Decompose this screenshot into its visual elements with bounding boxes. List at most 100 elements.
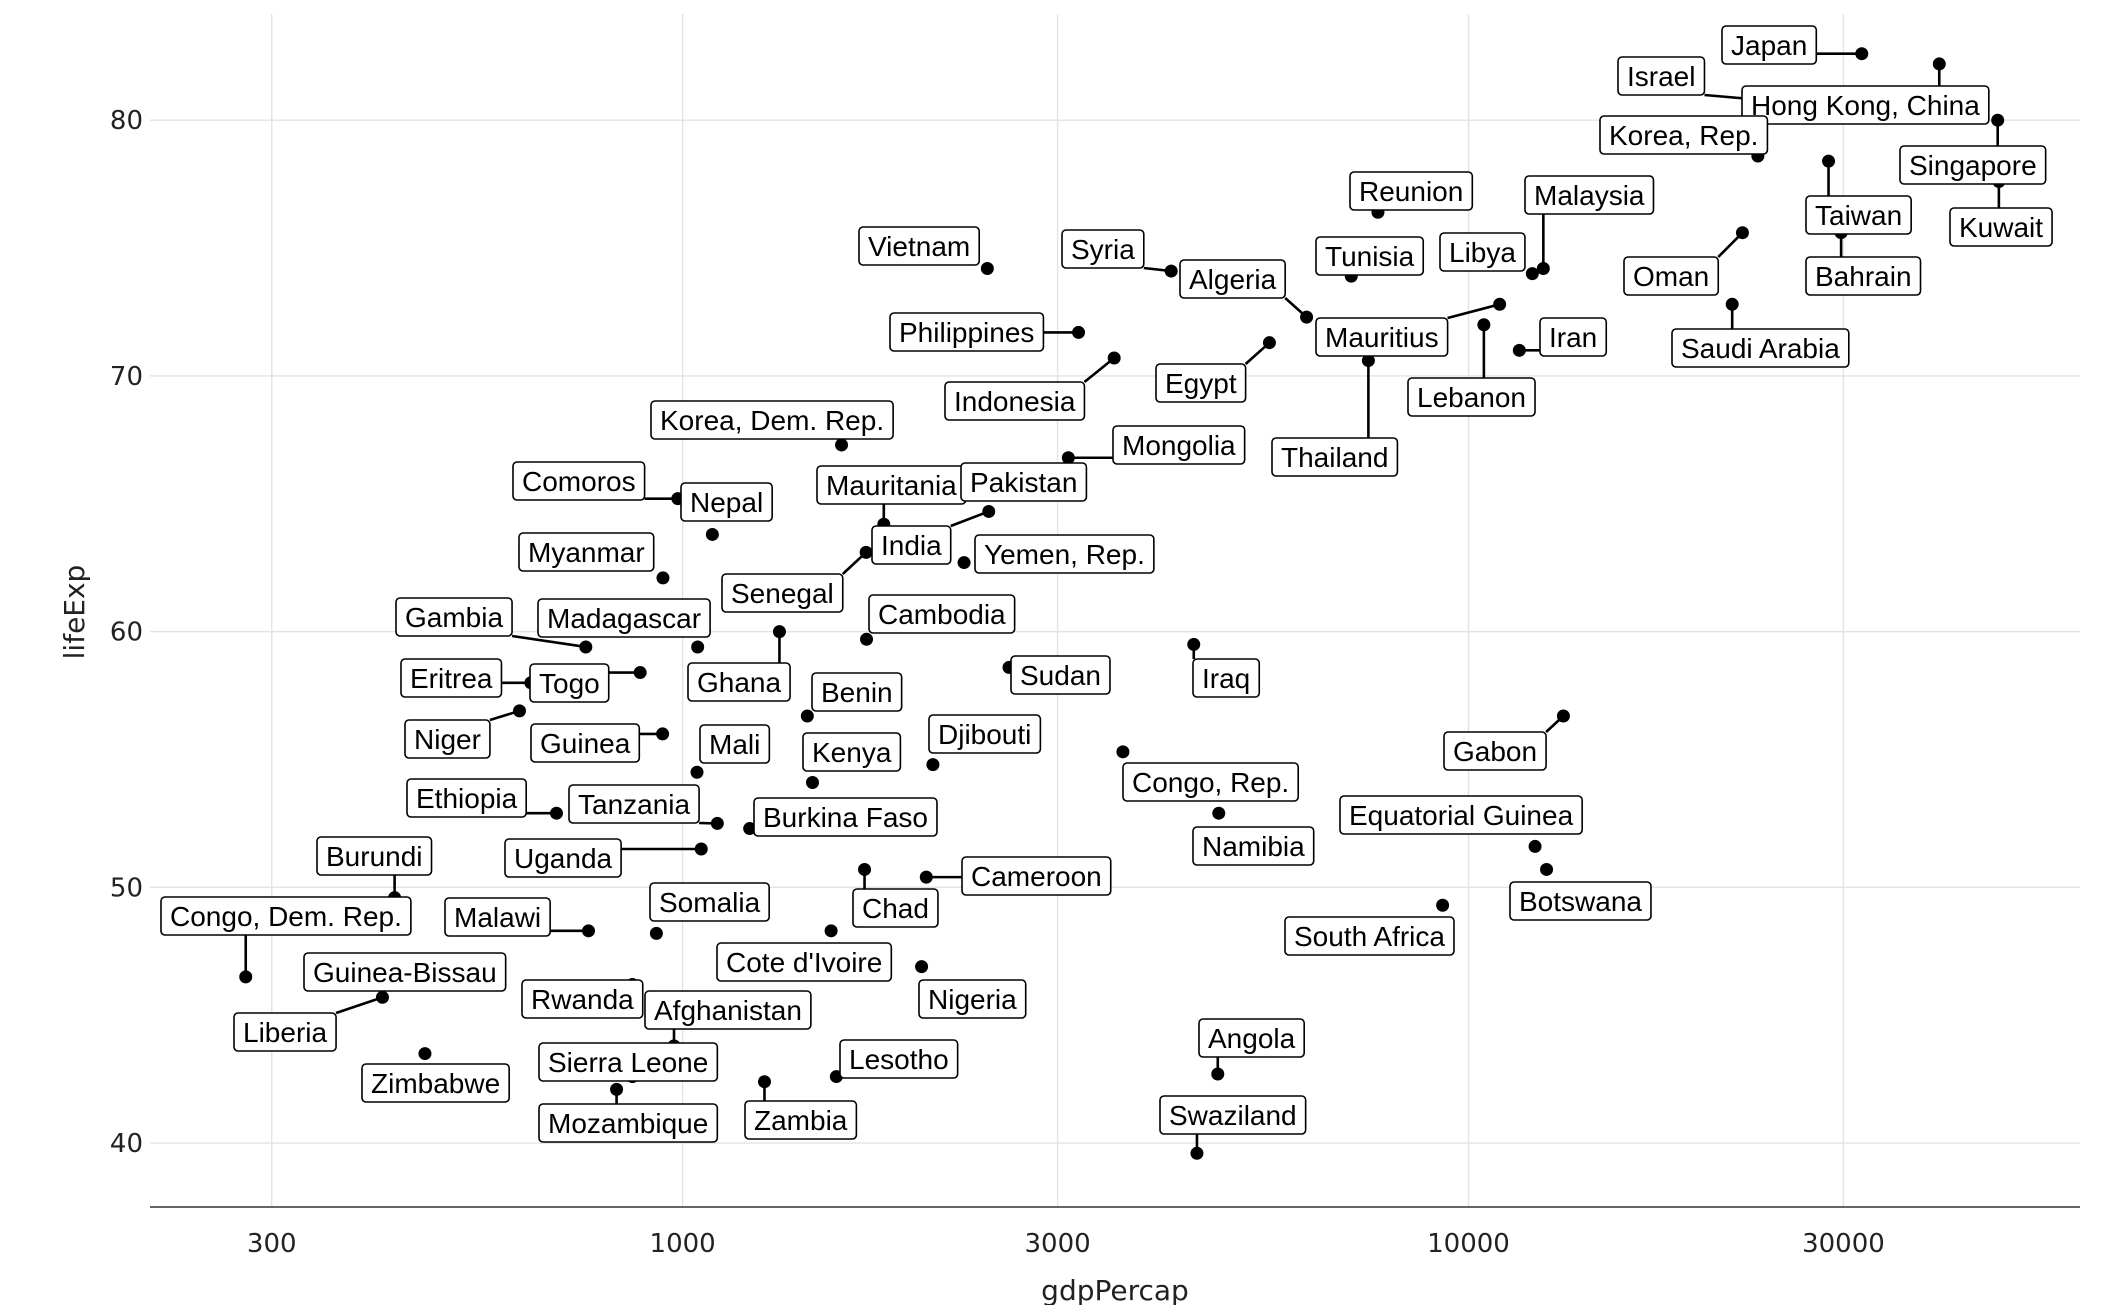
data-point: [860, 632, 874, 646]
point-label-text: Yemen, Rep.: [984, 539, 1145, 570]
point-label: Cambodia: [868, 594, 1016, 634]
point-label: Reunion: [1349, 171, 1474, 211]
point-label: Bahrain: [1805, 256, 1922, 296]
data-point: [835, 438, 849, 452]
point-label-box: [395, 597, 513, 637]
point-label-box: [1805, 195, 1912, 235]
point-label-text: Mali: [709, 729, 760, 760]
point-label: Tanzania: [568, 784, 700, 824]
point-label: Japan: [1721, 25, 1818, 65]
point-label-text: Malawi: [454, 902, 541, 933]
point-label-text: Zambia: [754, 1105, 848, 1136]
point-label-box: [1599, 115, 1769, 155]
point-label: Senegal: [721, 573, 844, 613]
label-leader: [1447, 303, 1501, 320]
point-label-text: Congo, Dem. Rep.: [170, 901, 402, 932]
data-point: [1477, 318, 1491, 332]
point-label: Somalia: [649, 882, 770, 922]
data-point: [1536, 262, 1550, 276]
point-label: Congo, Rep.: [1122, 762, 1300, 802]
point-label-box: [1949, 207, 2053, 247]
point-label: Comoros: [512, 461, 646, 501]
point-label-box: [504, 838, 622, 878]
y-tick-label: 50: [110, 873, 143, 903]
point-label-box: [687, 662, 791, 702]
data-point: [1822, 154, 1836, 168]
point-label: Sierra Leone: [538, 1042, 719, 1082]
point-label: Mongolia: [1112, 425, 1246, 465]
point-label: Angola: [1198, 1018, 1305, 1058]
point-label-text: Kenya: [812, 737, 892, 768]
point-label: Saudi Arabia: [1671, 328, 1850, 368]
point-label-text: Equatorial Guinea: [1349, 800, 1574, 831]
point-label-text: Lebanon: [1417, 382, 1526, 413]
point-label-box: [537, 598, 711, 638]
point-label: Indonesia: [944, 381, 1086, 421]
point-label-box: [1805, 256, 1922, 296]
data-point: [418, 1047, 432, 1061]
point-label-text: Togo: [539, 668, 600, 699]
point-label-text: Ghana: [697, 667, 781, 698]
point-label: Guinea-Bissau: [303, 952, 507, 992]
label-leader: [950, 510, 990, 528]
point-label-box: [233, 1012, 337, 1052]
data-points: [239, 47, 2006, 1160]
point-label-box: [918, 979, 1027, 1019]
point-label: Malaysia: [1524, 175, 1655, 215]
point-label-box: [944, 381, 1086, 421]
label-leader: [511, 634, 587, 649]
point-label: Rwanda: [521, 979, 644, 1019]
point-label: Vietnam: [858, 226, 981, 266]
point-label-text: South Africa: [1294, 921, 1445, 952]
point-label-box: [512, 461, 646, 501]
data-point: [743, 822, 757, 836]
point-label: Ghana: [687, 662, 791, 702]
point-label-box: [1509, 881, 1652, 921]
point-label-text: Djibouti: [938, 719, 1031, 750]
point-label-text: Oman: [1633, 261, 1709, 292]
point-label-box: [400, 658, 503, 698]
data-point: [772, 625, 786, 639]
point-label-text: Kuwait: [1959, 212, 2043, 243]
point-label: Tunisia: [1315, 236, 1425, 276]
point-label-box: [568, 784, 700, 824]
data-point: [805, 776, 819, 790]
point-label: Afghanistan: [644, 990, 812, 1030]
point-label-text: Tunisia: [1325, 241, 1415, 272]
point-label-text: Iraq: [1202, 663, 1250, 694]
point-label: Djibouti: [928, 714, 1042, 754]
data-point: [633, 666, 647, 680]
point-label: Cote d'Ivoire: [716, 942, 893, 982]
point-label-box: [316, 836, 433, 876]
point-label-box: [1112, 425, 1246, 465]
data-point: [800, 709, 814, 723]
data-point: [1540, 862, 1554, 876]
point-label-text: Indonesia: [954, 386, 1076, 417]
data-point: [1116, 745, 1130, 759]
y-axis-ticks: 40 50 60 70 80: [110, 106, 143, 1159]
data-point: [691, 640, 705, 654]
data-point: [1556, 709, 1570, 723]
point-label-box: [1010, 655, 1111, 695]
data-point: [980, 262, 994, 276]
point-label-box: [839, 1039, 959, 1079]
point-label-box: [858, 226, 981, 266]
data-point: [1932, 57, 1946, 71]
data-point: [1991, 113, 2005, 127]
point-label-box: [303, 952, 507, 992]
point-label-box: [1192, 826, 1315, 866]
data-point: [1061, 451, 1075, 465]
point-label-box: [1284, 916, 1455, 956]
point-label-text: Guinea-Bissau: [313, 957, 497, 988]
point-label: Mauritius: [1315, 317, 1449, 357]
y-tick-label: 80: [110, 106, 143, 136]
data-point: [710, 816, 724, 830]
point-label-text: Benin: [821, 677, 893, 708]
point-label-box: [1741, 85, 1990, 125]
point-label-box: [1617, 56, 1706, 96]
point-label: Singapore: [1899, 145, 2047, 185]
point-label-box: [871, 525, 952, 565]
point-label-box: [538, 1042, 719, 1082]
point-label-text: Reunion: [1359, 176, 1463, 207]
